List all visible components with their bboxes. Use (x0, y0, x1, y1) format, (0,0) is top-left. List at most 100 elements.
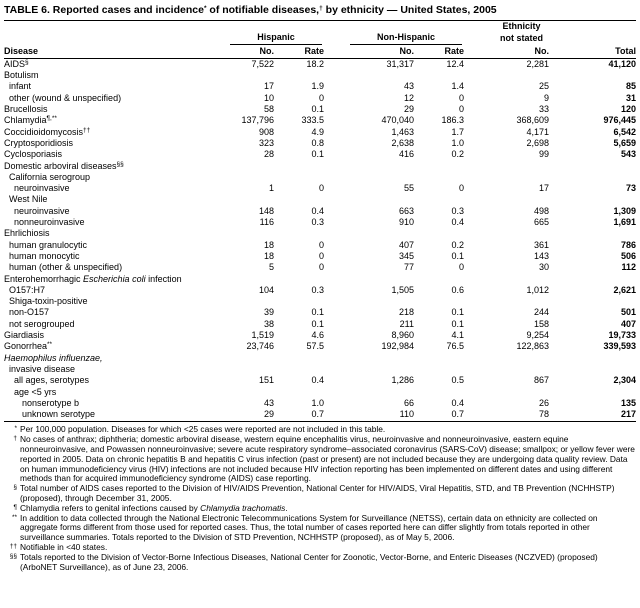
table-row: invasive disease (4, 364, 636, 375)
cell: 2,281 (526, 58, 549, 69)
cell-empty (549, 194, 636, 205)
cell: 186.3 (441, 115, 464, 126)
footnote-mark: †† (9, 542, 17, 550)
cell: 31,317 (386, 58, 414, 69)
cell-empty (204, 364, 274, 375)
cell: 7,522 (251, 58, 274, 69)
footnote-marker: § (25, 58, 29, 66)
table-row: infant 17 1.9 43 1.4 25 85 (4, 81, 636, 92)
cell: 0.1 (311, 104, 324, 115)
text: all ages, serotypes (14, 375, 90, 386)
column-header: No. (204, 45, 274, 59)
cell-empty (464, 387, 549, 398)
cell-empty (204, 172, 274, 183)
table-row: unknown serotype 29 0.7 110 0.7 78 217 (4, 409, 636, 423)
cell-empty (324, 228, 414, 239)
cell-empty (324, 364, 414, 375)
cell: 38 (263, 318, 274, 329)
column-header: Rate (414, 45, 464, 59)
cell: 0 (458, 92, 464, 103)
row-label: nonneuroinvasive (4, 217, 204, 228)
cell-empty (274, 364, 324, 375)
text: Notifiable in <40 states. (20, 541, 108, 552)
cell: 1.4 (451, 81, 464, 92)
row-label: nonserotype b (4, 398, 204, 409)
data-table: Ethnicity Hispanic Non-Hispanic not stat… (4, 21, 636, 423)
cell: 116 (259, 217, 274, 228)
text: Shiga-toxin-positive (9, 296, 88, 307)
cell: 0 (318, 239, 324, 250)
cell: 339,593 (603, 341, 636, 352)
cell-empty (274, 161, 324, 172)
row-label: human granulocytic (4, 240, 204, 251)
row-label: Haemophilus influenzae, (4, 353, 204, 364)
text: other (wound & unspecified) (9, 92, 122, 103)
cell: 9 (543, 92, 549, 103)
cell: 4.6 (311, 330, 324, 341)
cell-empty (414, 70, 464, 81)
cell: 99 (538, 149, 549, 160)
text: . (285, 502, 288, 513)
cell: 498 (533, 205, 549, 216)
cell: 2,698 (526, 137, 549, 148)
cell: 506 (620, 250, 636, 261)
cell: 29 (403, 104, 414, 115)
cell-empty (274, 387, 324, 398)
cell: 323 (258, 137, 274, 148)
cell: 0 (318, 183, 324, 194)
text: Chlamydia (4, 115, 47, 126)
row-label: Domestic arboviral diseases§§ (4, 161, 204, 172)
cell-empty (414, 274, 464, 285)
table-row: Ehrlichiosis (4, 228, 636, 239)
cell: 1,012 (526, 284, 549, 295)
cell: 0.7 (414, 409, 464, 423)
cell: 66 (403, 397, 414, 408)
text: Gonorrhea (4, 341, 48, 352)
cell-empty (204, 296, 274, 307)
cell: 0.6 (451, 284, 464, 295)
cell-empty (274, 228, 324, 239)
text: Enterohemorrhagic (4, 273, 84, 284)
cell: 1.7 (451, 126, 464, 137)
table-header: Ethnicity Hispanic Non-Hispanic not stat… (4, 21, 636, 59)
cell-empty (414, 364, 464, 375)
cell-empty (324, 353, 414, 364)
footnote-marker: †† (83, 126, 91, 134)
row-label: Chlamydia¶,** (4, 115, 204, 126)
cell: 18 (263, 239, 274, 250)
row-label: Ehrlichiosis (4, 228, 204, 239)
footnote-mark: * (14, 425, 17, 433)
cell-empty (464, 364, 549, 375)
cell-empty (274, 172, 324, 183)
cell-empty (274, 296, 324, 307)
text: human (other & unspecified) (9, 262, 123, 273)
cell: 43 (403, 81, 414, 92)
cell: 1,691 (613, 217, 636, 228)
cell: 407 (398, 239, 414, 250)
text: unknown serotype (22, 409, 96, 420)
footnote-mark: § (13, 484, 17, 492)
footnote: ** In addition to data collected through … (4, 513, 636, 543)
cell-empty (274, 274, 324, 285)
cell: 10 (263, 92, 274, 103)
row-label: neuroinvasive (4, 206, 204, 217)
cell: 910 (398, 217, 414, 228)
table-row: nonserotype b 43 1.0 66 0.4 26 135 (4, 398, 636, 409)
cell-empty (549, 387, 636, 398)
cell: 143 (533, 250, 549, 261)
cell: 73 (625, 183, 636, 194)
row-label: human (other & unspecified) (4, 262, 204, 273)
cell: 30 (538, 262, 549, 273)
cell: 120 (620, 104, 636, 115)
cell: 5 (268, 262, 274, 273)
cell-empty (324, 194, 414, 205)
cell: 31 (625, 92, 636, 103)
cell-empty (549, 161, 636, 172)
cell: 665 (533, 217, 549, 228)
cell-empty (414, 296, 464, 307)
cell: 41,120 (608, 58, 636, 69)
footnotes: * Per 100,000 population. Diseases for wh… (4, 424, 636, 572)
cell: 0.5 (451, 375, 464, 386)
cell: 135 (620, 397, 636, 408)
